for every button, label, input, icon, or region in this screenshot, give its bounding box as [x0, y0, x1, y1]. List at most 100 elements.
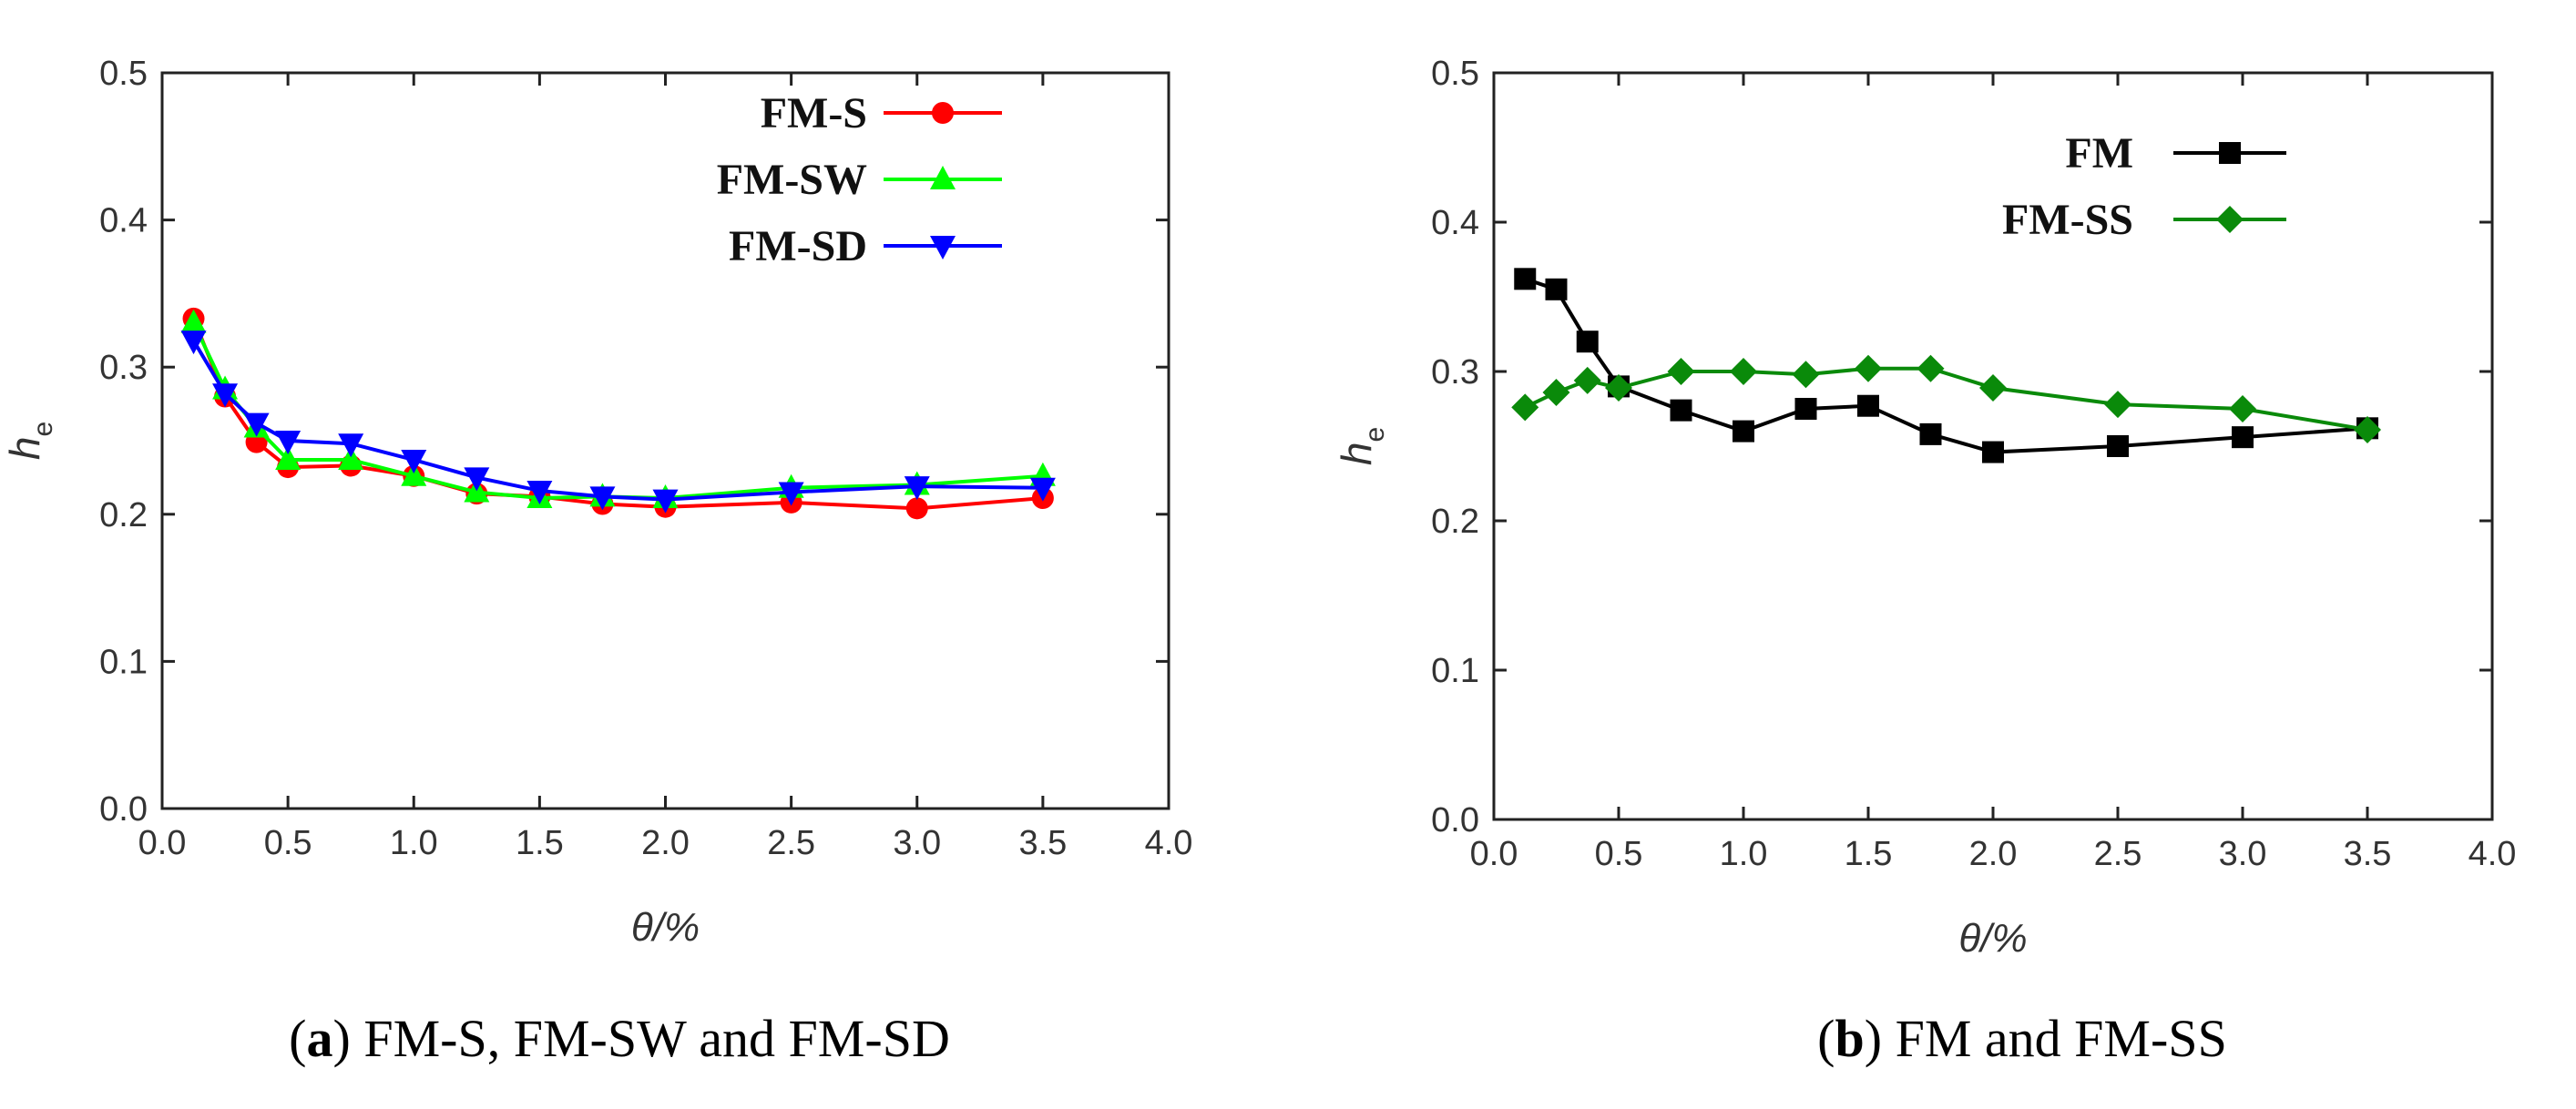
legend-label-fm-sw: FM-SW [717, 156, 867, 204]
y-tick-label: 0.1 [1431, 652, 1479, 690]
data-point-fm-ss [1979, 374, 2007, 402]
data-point-fm-sw [338, 446, 364, 471]
caption-paren-open: ( [289, 1009, 306, 1068]
y-axis-label-sub: e [1360, 427, 1390, 443]
data-point-fm-sd [526, 480, 553, 504]
data-point-fm-ss [1730, 358, 1757, 385]
chart-panel-b: 0.0 0.5 1.0 1.5 2.0 2.5 3.0 3.5 4.0 0.0 0.1 0.2 0.3 0… [1333, 55, 2516, 1068]
data-point-fm-ss [2354, 415, 2381, 443]
data-point-fm-sd [1029, 477, 1056, 502]
data-point-fm-sd [338, 433, 364, 458]
x-tick-label: 1.5 [516, 824, 564, 862]
y-tick-label: 0.5 [99, 55, 148, 93]
panel-caption: (b) FM and FM-SS [1817, 1009, 2227, 1068]
data-point-fm-sd [904, 476, 930, 501]
data-point-fm [1919, 422, 1942, 445]
legend-marker-fm-sd [930, 236, 956, 259]
x-tick-label: 2.0 [641, 824, 690, 862]
series-line-fm [1524, 277, 2368, 454]
y-tick-label: 0.4 [99, 202, 148, 240]
y-tick-label: 0.5 [1431, 55, 1479, 93]
x-tick-label: 2.5 [2094, 835, 2142, 873]
caption-letter: a [306, 1009, 332, 1068]
caption-paren-close: ) [1865, 1009, 1882, 1068]
x-tick-label: 1.0 [1720, 835, 1768, 873]
data-point-fm [1982, 441, 2004, 463]
data-point-fm-ss [1792, 361, 1820, 389]
chart-panel-a: 0.0 0.5 1.0 1.5 2.0 2.5 3.0 3.5 4.0 0.0 0.1 0.2 0.3 0… [1, 55, 1192, 1068]
caption-text: FM-S, FM-SW and FM-SD [351, 1009, 950, 1068]
x-tick-label: 4.0 [1145, 824, 1193, 862]
data-point-fm-sd [401, 450, 427, 474]
x-tick-label: 0.5 [264, 824, 312, 862]
data-point-fm-ss [1542, 378, 1570, 406]
y-axis-label-main: h [1, 437, 48, 461]
data-point-fm [1514, 268, 1537, 290]
data-point-fm-sd [180, 331, 207, 355]
y-axis-label-sub: e [28, 422, 58, 437]
x-axis-label: θ/% [631, 905, 700, 950]
data-point-fm [1545, 278, 1568, 300]
legend-marker-fm-sw [930, 166, 956, 189]
legend-label-fm-s: FM-S [761, 89, 867, 137]
y-axis-label-main: h [1333, 443, 1380, 466]
y-tick-label: 0.4 [1431, 204, 1479, 242]
data-point-fm-ss [1667, 358, 1695, 385]
y-tick-label: 0.3 [1431, 353, 1479, 392]
data-point-fm-ss [1511, 393, 1539, 422]
y-tick-label: 0.0 [99, 790, 148, 829]
data-point-fm [1733, 420, 1754, 443]
y-tick-label: 0.2 [1431, 503, 1479, 541]
data-point-fm-ss [1573, 366, 1601, 394]
y-tick-label: 0.1 [99, 643, 148, 681]
data-point-fm-ss [1917, 354, 1945, 382]
data-point-fm-sw [180, 309, 207, 333]
caption-letter: b [1835, 1009, 1865, 1068]
x-tick-label: 4.0 [2469, 835, 2517, 873]
caption-paren-open: ( [1817, 1009, 1835, 1068]
x-tick-label: 3.5 [2344, 835, 2392, 873]
legend-marker-fm-s [932, 102, 954, 124]
x-tick-label: 3.0 [893, 824, 941, 862]
legend-label-fm: FM [2065, 129, 2133, 178]
data-point-fm [1670, 399, 1692, 422]
caption-paren-close: ) [332, 1009, 350, 1068]
data-point-fm [1857, 394, 1879, 417]
x-tick-label: 1.5 [1845, 835, 1893, 873]
x-tick-label: 2.5 [767, 824, 815, 862]
x-tick-label: 1.0 [390, 824, 438, 862]
series-line-fm-sw [191, 321, 1044, 501]
data-point-fm-ss [2229, 395, 2256, 422]
x-tick-label: 2.0 [1969, 835, 2018, 873]
x-tick-label: 3.0 [2219, 835, 2267, 873]
y-axis-label: he [1, 422, 58, 460]
x-tick-label: 0.5 [1595, 835, 1643, 873]
data-point-fm [2232, 426, 2254, 449]
legend-marker-fm [2219, 142, 2241, 164]
data-point-fm [2107, 435, 2129, 457]
data-point-fm-sd [589, 486, 616, 511]
legend-label-fm-ss: FM-SS [2002, 196, 2133, 244]
data-point-fm-ss [1605, 374, 1632, 402]
x-tick-label: 3.5 [1018, 824, 1067, 862]
legend-label-fm-sd: FM-SD [729, 222, 867, 270]
y-tick-label: 0.2 [99, 496, 148, 534]
data-point-fm-sd [652, 489, 679, 514]
legend-marker-fm-ss [2216, 206, 2244, 233]
caption-text: FM and FM-SS [1882, 1009, 2227, 1068]
data-point-fm-sd [243, 412, 270, 437]
y-tick-label: 0.0 [1431, 801, 1479, 839]
data-point-fm [1794, 398, 1817, 420]
data-point-fm-ss [1855, 354, 1882, 382]
data-point-fm [1576, 331, 1599, 353]
y-tick-label: 0.3 [99, 349, 148, 387]
data-point-fm-ss [2104, 391, 2131, 419]
panel-caption: (a) FM-S, FM-SW and FM-SD [289, 1009, 950, 1068]
data-point-fm-sd [464, 467, 490, 492]
y-axis-label: he [1333, 427, 1390, 465]
data-point-fm-sw [275, 446, 302, 471]
data-point-fm-sd [275, 431, 302, 454]
data-point-fm-sd [778, 482, 804, 506]
data-point-fm-s [905, 497, 928, 520]
